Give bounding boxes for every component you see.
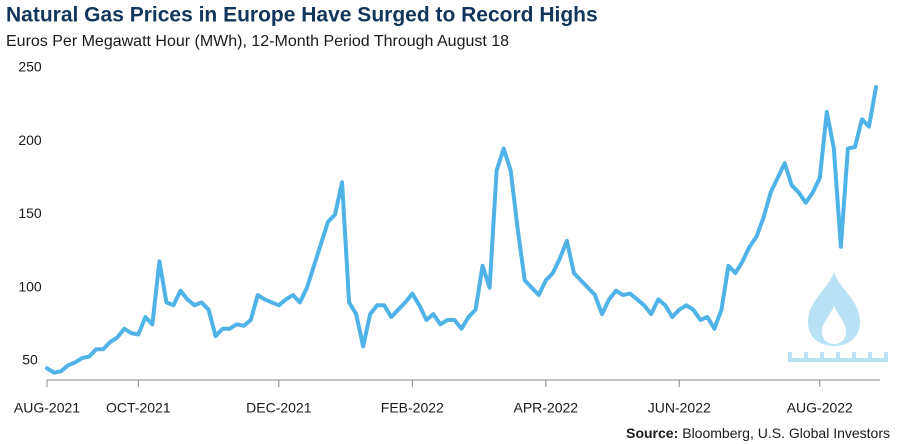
y-tick-label: 100 <box>18 278 42 294</box>
source-text: Bloomberg, U.S. Global Investors <box>682 425 890 441</box>
x-tick-label: AUG-2022 <box>787 400 853 416</box>
source-label: Source: <box>626 425 678 441</box>
source: Source: Bloomberg, U.S. Global Investors <box>626 425 890 441</box>
gas-icon <box>788 272 888 362</box>
x-tick-label: DEC-2021 <box>246 400 312 416</box>
chart-title: Natural Gas Prices in Europe Have Surged… <box>6 4 598 27</box>
x-tick-label: FEB-2022 <box>381 400 444 416</box>
y-tick-label: 250 <box>18 59 42 75</box>
x-tick-label: OCT-2021 <box>106 400 171 416</box>
y-tick-label: 50 <box>22 352 38 368</box>
x-tick-label: AUG-2021 <box>14 400 80 416</box>
chart-subtitle: Euros Per Megawatt Hour (MWh), 12-Month … <box>6 33 509 50</box>
y-tick-label: 200 <box>18 132 42 148</box>
line-series <box>45 85 878 375</box>
x-tick-label: APR-2022 <box>514 400 579 416</box>
x-tick-label: JUN-2022 <box>648 400 711 416</box>
y-tick-label: 150 <box>18 205 42 221</box>
